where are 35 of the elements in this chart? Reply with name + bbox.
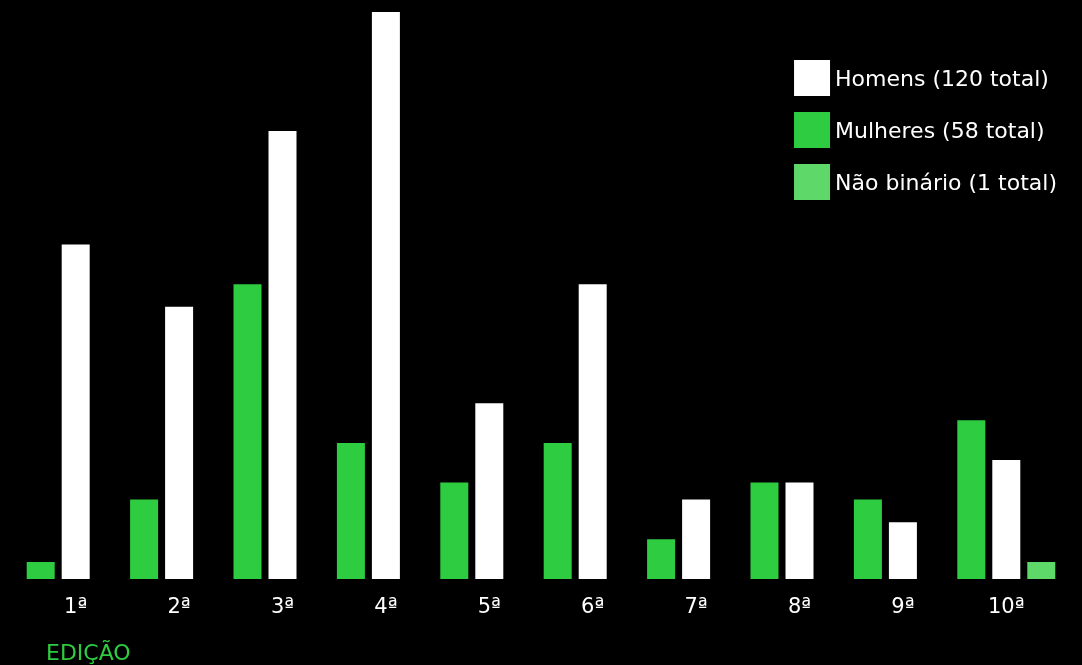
x-tick-label: 6ª	[581, 593, 605, 618]
bar	[475, 403, 504, 579]
bar	[888, 522, 917, 579]
bar	[61, 244, 90, 579]
x-axis-title: EDIÇÃO	[46, 638, 131, 665]
bar	[853, 499, 882, 579]
bar	[578, 284, 607, 579]
x-tick-label: 4ª	[374, 593, 398, 618]
bar	[750, 482, 779, 579]
x-tick-label: 8ª	[787, 593, 812, 618]
bar	[268, 131, 297, 579]
x-tick-label: 2ª	[167, 593, 191, 618]
bar	[440, 482, 469, 579]
bar	[165, 306, 194, 579]
x-tick-label: 5ª	[477, 593, 501, 618]
bar	[992, 459, 1021, 579]
bar	[1027, 561, 1056, 579]
x-tick-label: 3ª	[270, 593, 295, 618]
bar	[957, 420, 986, 579]
bar	[371, 12, 400, 579]
bar	[647, 539, 676, 579]
legend-label: Não binário (1 total)	[835, 169, 1057, 195]
bar	[130, 499, 159, 579]
x-tick-label: 7ª	[684, 593, 708, 618]
x-tick-label: 9ª	[891, 593, 915, 618]
x-tick-label: 1ª	[64, 593, 88, 618]
legend-label: Homens (120 total)	[835, 65, 1049, 91]
bar	[26, 561, 55, 579]
bar	[785, 482, 814, 579]
bar	[336, 442, 365, 579]
bar	[233, 284, 262, 579]
bar	[682, 499, 711, 579]
x-tick-label: 10ª	[987, 593, 1025, 618]
legend-label: Mulheres (58 total)	[835, 117, 1045, 143]
bar	[543, 442, 572, 579]
